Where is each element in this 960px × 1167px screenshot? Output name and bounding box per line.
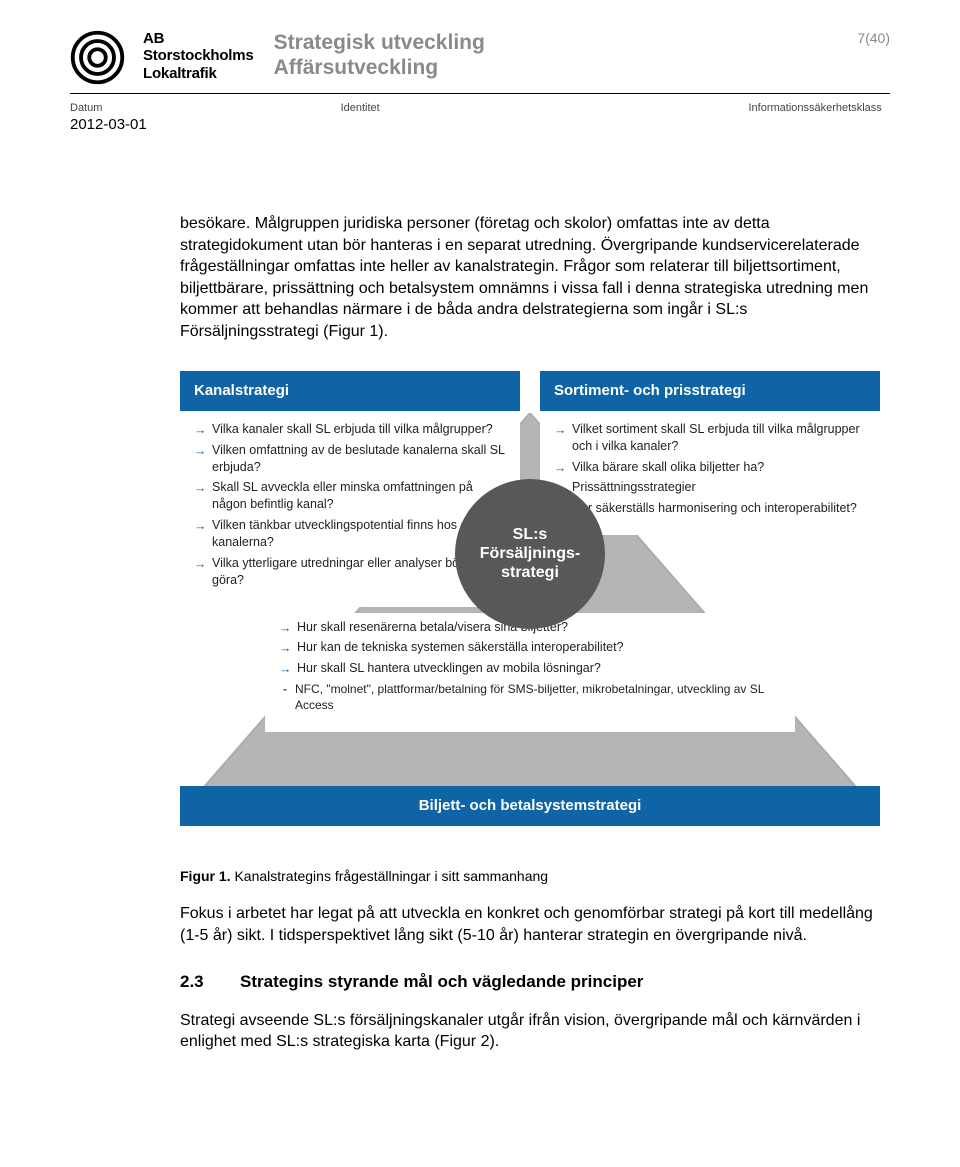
doc-title1: Strategisk utveckling: [274, 30, 848, 55]
list-item-text: Hur kan de tekniska systemen säkerställa…: [297, 640, 624, 654]
arrow-icon: →: [194, 422, 207, 439]
list-item-text: Vilka ytterligare utredningar eller anal…: [212, 556, 482, 587]
list-item: → Vilka bärare skall olika biljetter ha?: [554, 459, 866, 476]
doc-title: Strategisk utveckling Affärsutveckling: [274, 30, 848, 80]
paragraph-1: besökare. Målgruppen juridiska personer …: [180, 213, 880, 343]
org-line1: AB: [143, 30, 254, 47]
org-line3: Lokaltrafik: [143, 65, 254, 82]
page-number: 7(40): [857, 30, 890, 46]
list-item-text: Vilken omfattning av de beslutade kanale…: [212, 443, 505, 474]
page: AB Storstockholms Lokaltrafik Strategisk…: [0, 0, 960, 1109]
arrow-icon: →: [554, 460, 567, 477]
list-item-text: Skall SL avveckla eller minska omfattnin…: [212, 480, 473, 511]
sl-logo-icon: [70, 30, 125, 85]
header: AB Storstockholms Lokaltrafik Strategisk…: [70, 30, 890, 94]
doc-title2: Affärsutveckling: [274, 55, 848, 80]
meta-date-label: Datum: [70, 102, 341, 114]
section-2-3-heading: 2.3Strategins styrande mål och vägledand…: [180, 971, 880, 994]
list-item-text: Prissättningsstrategier: [572, 480, 696, 494]
figure-1-caption: Figur 1. Kanalstrategins frågeställninga…: [180, 867, 880, 886]
circle-label: SL:sFörsäljnings-strategi: [480, 525, 580, 583]
panel-biljett: Biljett- och betalsystemstrategi: [180, 786, 880, 826]
panel-mid-questions: →Hur skall resenärerna betala/visera sin…: [265, 613, 795, 732]
meta-identity: Identitet: [341, 102, 612, 133]
org-name: AB Storstockholms Lokaltrafik: [143, 30, 254, 82]
paragraph-2: Fokus i arbetet har legat på att utveckl…: [180, 903, 880, 946]
figure-1: Kanalstrategi → Vilka kanaler skall SL er…: [180, 371, 880, 851]
meta-identity-label: Identitet: [341, 102, 612, 114]
list-item: → Vilka kanaler skall SL erbjuda till vil…: [194, 421, 506, 438]
paragraph-3: Strategi avseende SL:s försäljningskanal…: [180, 1010, 880, 1053]
list-item-text: Vilket sortiment skall SL erbjuda till v…: [572, 422, 860, 453]
list-item: →Prissättningsstrategier: [554, 479, 866, 496]
mid-sub-item: NFC, "molnet", plattformar/betalning för…: [279, 681, 781, 713]
org-line2: Storstockholms: [143, 47, 254, 64]
meta-date-value: 2012-03-01: [70, 116, 341, 133]
panel-sortiment-title: Sortiment- och prisstrategi: [540, 371, 880, 411]
arrow-icon: →: [194, 443, 207, 460]
meta-date: Datum 2012-03-01: [70, 102, 341, 133]
arrow-icon: →: [279, 640, 292, 657]
figure-1-caption-bold: Figur 1.: [180, 868, 231, 884]
meta-class-label: Informationssäkerhetsklass: [611, 102, 882, 114]
list-item-text: Hur skall SL hantera utvecklingen av mob…: [297, 661, 601, 675]
list-item-text: Vilka kanaler skall SL erbjuda till vilk…: [212, 422, 493, 436]
list-item: →Hur säkerställs harmonisering och inter…: [554, 500, 866, 517]
figure-1-caption-rest: Kanalstrategins frågeställningar i sitt …: [231, 868, 549, 884]
arrow-icon: →: [279, 620, 292, 637]
body: besökare. Målgruppen juridiska personer …: [180, 213, 880, 1053]
arrow-icon: →: [279, 661, 292, 678]
panel-kanalstrategi-title: Kanalstrategi: [180, 371, 520, 411]
arrow-icon: →: [194, 518, 207, 535]
list-item: → Skall SL avveckla eller minska omfattni…: [194, 479, 506, 513]
section-title: Strategins styrande mål och vägledande p…: [240, 972, 643, 991]
list-item: → Hur skall SL hantera utvecklingen av mo…: [279, 660, 781, 677]
list-item: → Vilket sortiment skall SL erbjuda till …: [554, 421, 866, 455]
arrow-icon: →: [194, 556, 207, 573]
arrow-icon: →: [194, 480, 207, 497]
list-item-text: Vilka bärare skall olika biljetter ha?: [572, 460, 764, 474]
panel-biljett-title: Biljett- och betalsystemstrategi: [180, 786, 880, 826]
section-number: 2.3: [180, 971, 240, 994]
list-item: → Vilken omfattning av de beslutade kanal…: [194, 442, 506, 476]
list-item-text: Hur säkerställs harmonisering och intero…: [572, 501, 857, 515]
meta-class: Informationssäkerhetsklass: [611, 102, 882, 133]
meta-row: Datum 2012-03-01 Identitet Informationss…: [70, 102, 890, 133]
list-item: → Hur kan de tekniska systemen säkerställ…: [279, 639, 781, 656]
arrow-icon: →: [554, 422, 567, 439]
circle-center: SL:sFörsäljnings-strategi: [455, 479, 605, 629]
